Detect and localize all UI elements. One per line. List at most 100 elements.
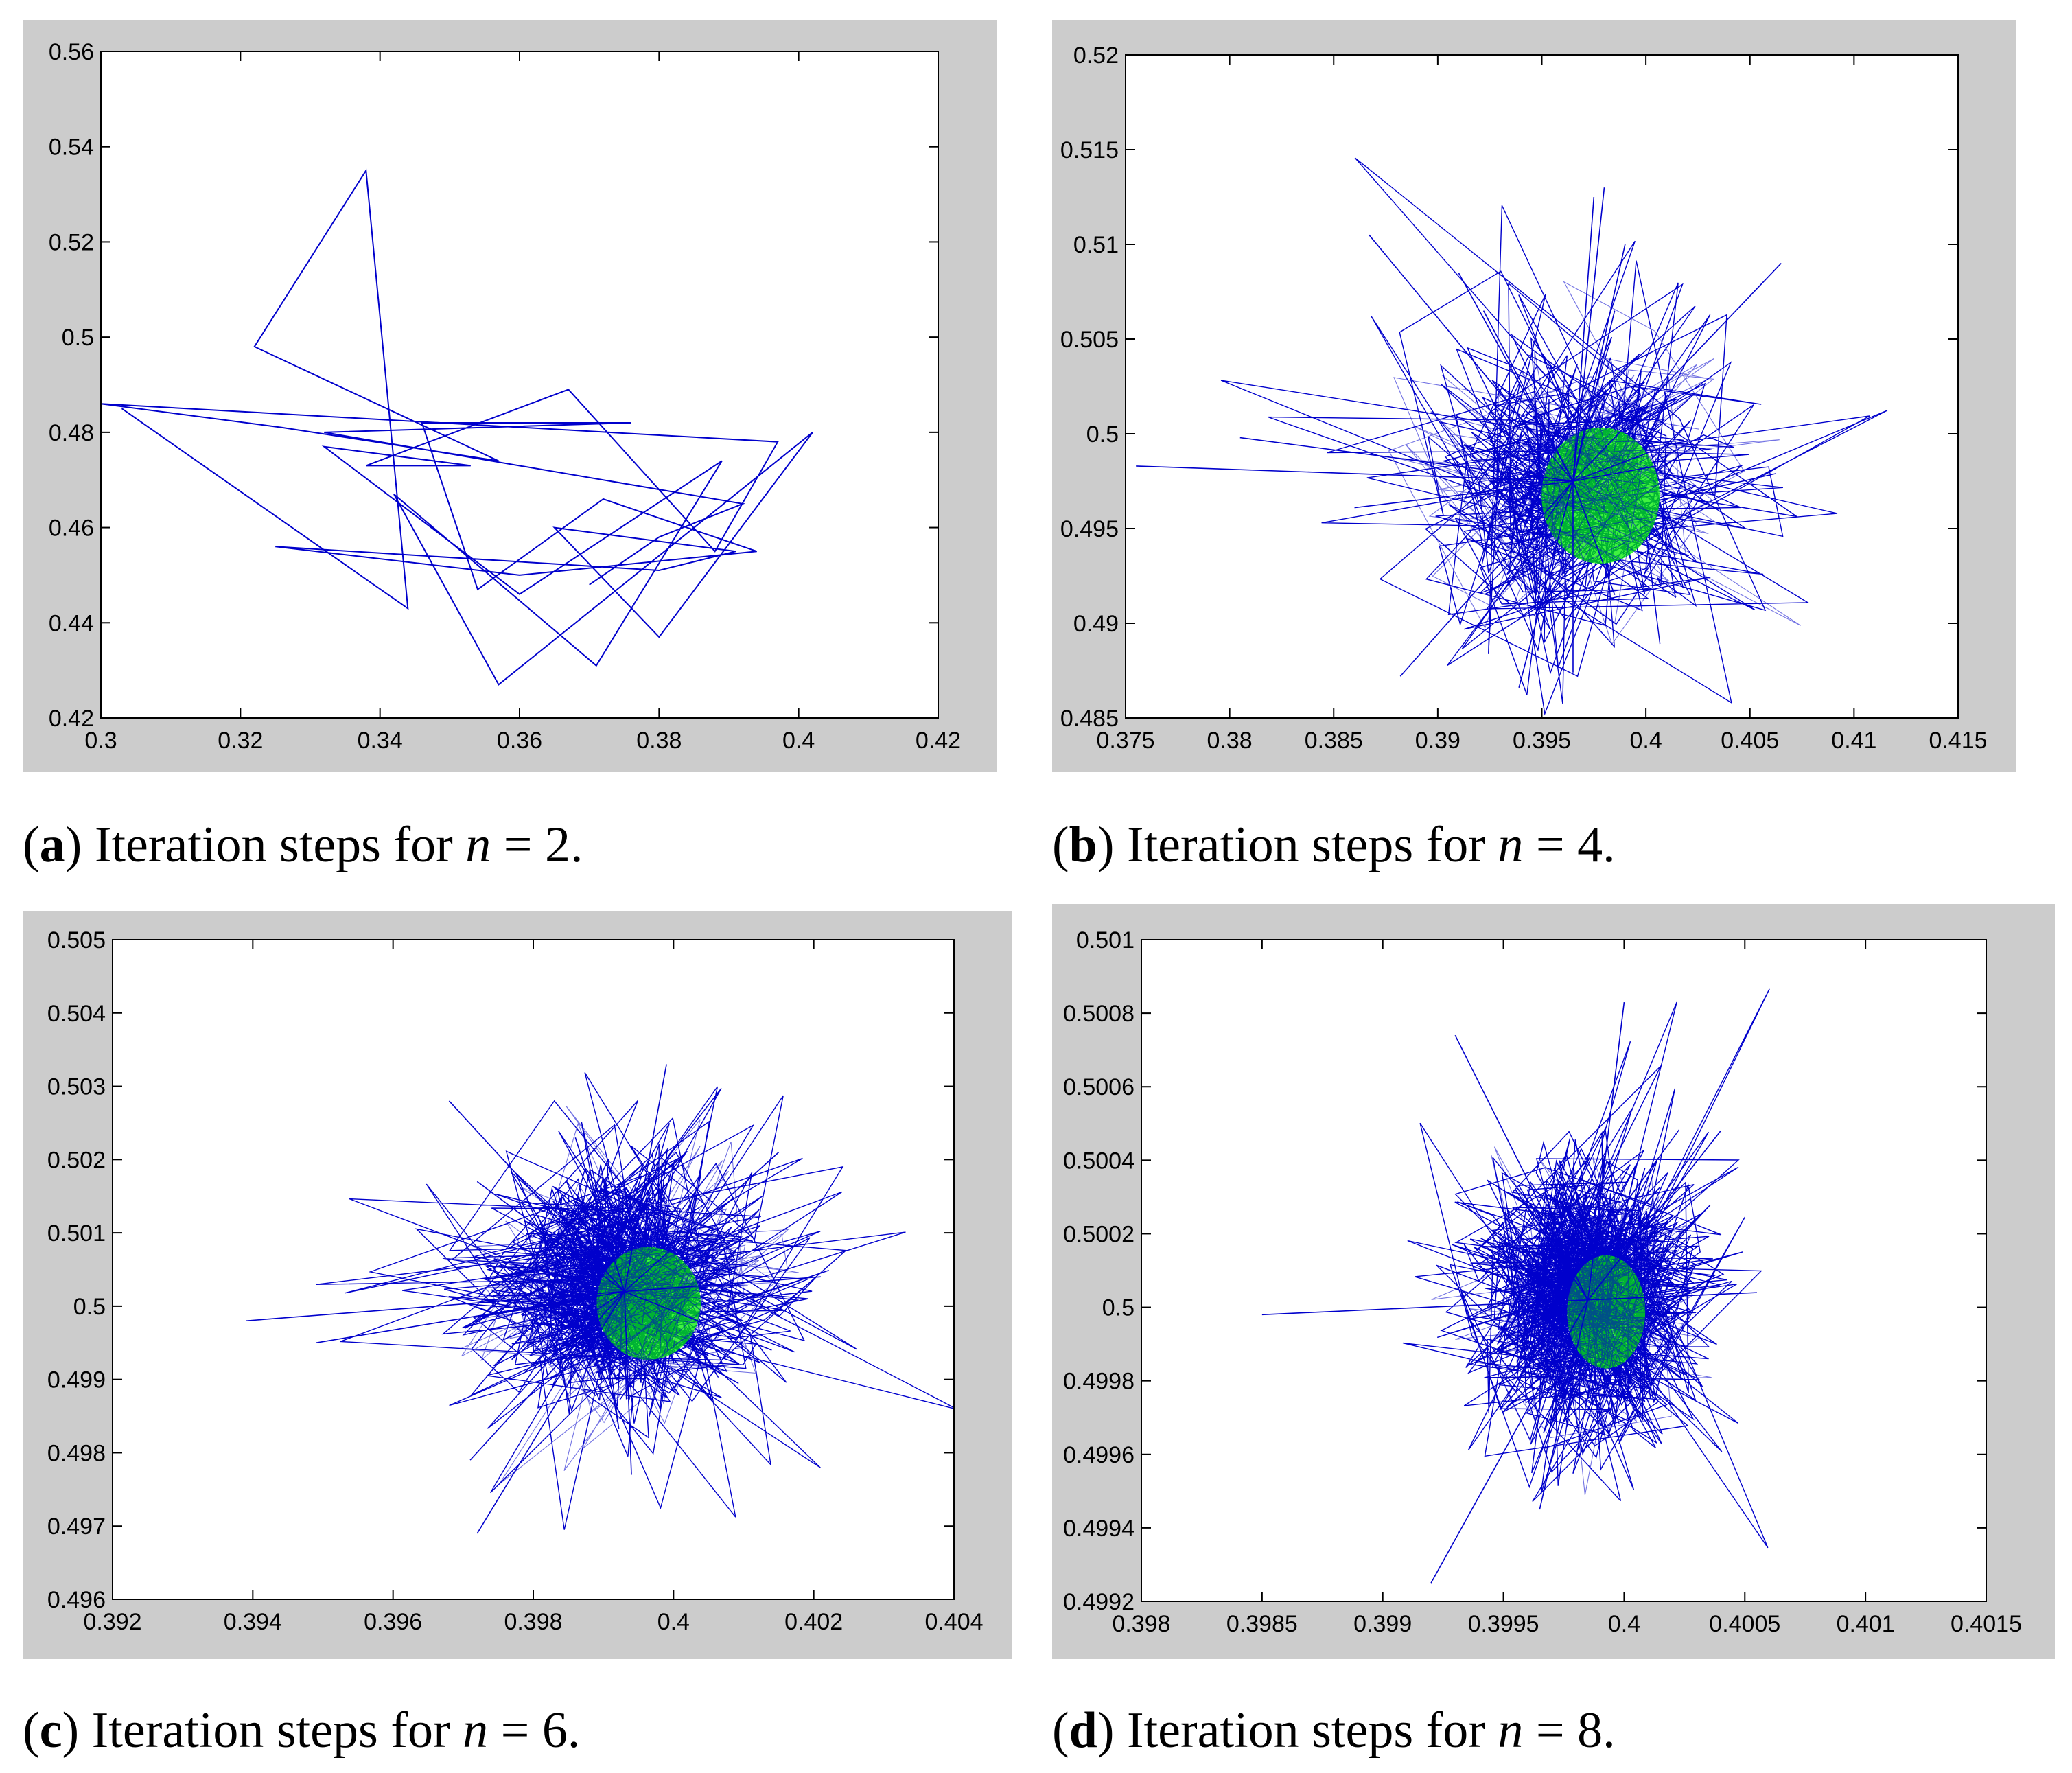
y-tick-label: 0.4998 bbox=[1063, 1369, 1134, 1395]
chart-b: 0.375 0.38 0.385 0.39 0.395 0.4 0.405 0.41 0.415… bbox=[1060, 43, 1988, 754]
y-tick-label: 0.5004 bbox=[1063, 1148, 1134, 1174]
outlier-spike bbox=[574, 1137, 625, 1292]
y-tick-label: 0.5 bbox=[62, 325, 94, 351]
outlier-spike bbox=[1454, 1034, 1589, 1301]
x-tick-label: 0.4 bbox=[657, 1609, 690, 1635]
x-tick-label: 0.404 bbox=[924, 1609, 983, 1635]
x-tick-label: 0.36 bbox=[497, 728, 542, 754]
x-tick-label: 0.398 bbox=[504, 1609, 562, 1635]
outlier-spike bbox=[1572, 480, 1616, 595]
outlier-spike bbox=[1518, 480, 1574, 688]
outlier-spike bbox=[1458, 273, 1574, 482]
y-tick-label: 0.56 bbox=[49, 39, 94, 65]
plot-data bbox=[1136, 157, 1888, 716]
caption-label: b bbox=[1069, 817, 1097, 873]
caption-text: Iteration steps for bbox=[1126, 1702, 1485, 1759]
outlier-spike bbox=[1572, 196, 1595, 482]
y-tick-label: 0.504 bbox=[47, 1001, 106, 1027]
x-tick-label: 0.42 bbox=[916, 728, 961, 754]
outlier-spike bbox=[1587, 1292, 1757, 1301]
x-tick-label: 0.4 bbox=[1629, 728, 1662, 754]
caption-c: (c) Iteration steps for n = 6. bbox=[23, 1702, 581, 1759]
y-tick-label: 0.5 bbox=[1086, 421, 1119, 448]
x-tick-label: 0.392 bbox=[83, 1609, 141, 1635]
outlier-spike bbox=[1572, 187, 1605, 482]
caption-d: (d) Iteration steps for n = 8. bbox=[1052, 1702, 1616, 1759]
figure-frame: 0.3 0.32 0.34 0.36 0.38 0.4 0.42 0.42 0.44 0.46 0.… bbox=[23, 20, 997, 772]
y-tick-label: 0.5006 bbox=[1063, 1074, 1134, 1100]
y-tick-label: 0.515 bbox=[1060, 137, 1119, 163]
outlier-spike bbox=[1572, 263, 1782, 482]
figure-frame: 0.398 0.3985 0.399 0.3995 0.4 0.4005 0.401 0.40… bbox=[1052, 904, 2055, 1659]
y-tick-label: 0.4992 bbox=[1063, 1589, 1134, 1615]
y-tick-label: 0.485 bbox=[1060, 706, 1119, 732]
plot-data bbox=[246, 1064, 954, 1534]
x-tick-label: 0.4015 bbox=[1951, 1611, 2022, 1637]
outlier-spike bbox=[568, 1290, 625, 1329]
y-tick-label: 0.5002 bbox=[1063, 1221, 1134, 1247]
outlier-spike bbox=[1572, 465, 1657, 482]
outlier-spike bbox=[1239, 437, 1574, 482]
series-line bbox=[101, 168, 813, 686]
y-tick-label: 0.499 bbox=[47, 1367, 106, 1393]
outlier-spike bbox=[1515, 1189, 1589, 1301]
y-tick-label: 0.4994 bbox=[1063, 1516, 1134, 1542]
y-tick-label: 0.49 bbox=[1073, 611, 1119, 637]
y-tick-label: 0.5 bbox=[1102, 1295, 1134, 1321]
y-tick-label: 0.505 bbox=[1060, 327, 1119, 353]
outlier-spike bbox=[1399, 480, 1574, 677]
caption-eq: = 8. bbox=[1535, 1702, 1616, 1759]
outlier-spike bbox=[1430, 1299, 1589, 1584]
x-tick-label: 0.401 bbox=[1837, 1611, 1895, 1637]
outlier-spike bbox=[448, 1100, 625, 1293]
outlier-spike bbox=[1261, 1299, 1588, 1316]
caption-var: n bbox=[465, 817, 491, 873]
caption-label: d bbox=[1069, 1702, 1097, 1759]
plot-data bbox=[1261, 988, 1770, 1584]
outlier-spike bbox=[316, 1290, 625, 1344]
x-tick-label: 0.32 bbox=[218, 728, 263, 754]
caption-a: (a) Iteration steps for n = 2. bbox=[23, 817, 583, 873]
iteration-cloud-overlay bbox=[458, 1106, 800, 1485]
x-tick-label: 0.405 bbox=[1721, 728, 1779, 754]
x-tick-label: 0.396 bbox=[364, 1609, 422, 1635]
x-tick-label: 0.4005 bbox=[1709, 1611, 1780, 1637]
x-tick-label: 0.399 bbox=[1353, 1611, 1412, 1637]
outlier-spike bbox=[1572, 244, 1626, 482]
y-tick-label: 0.498 bbox=[47, 1440, 106, 1466]
outlier-spike bbox=[1572, 443, 1673, 482]
x-tick-label: 0.38 bbox=[636, 728, 682, 754]
x-tick-label: 0.3985 bbox=[1226, 1611, 1298, 1637]
caption-eq: = 6. bbox=[500, 1702, 581, 1759]
outlier-spike bbox=[469, 1290, 625, 1461]
outlier-spike bbox=[1587, 1130, 1721, 1301]
x-tick-label: 0.3995 bbox=[1468, 1611, 1539, 1637]
caption-label: a bbox=[39, 817, 65, 873]
x-tick-label: 0.34 bbox=[358, 728, 403, 754]
y-tick-label: 0.48 bbox=[49, 420, 94, 446]
plot-data bbox=[101, 168, 813, 686]
iteration-cloud-overlay bbox=[1431, 1146, 1712, 1496]
outlier-spike bbox=[246, 1290, 625, 1322]
outlier-spike bbox=[1136, 465, 1574, 482]
x-tick-label: 0.4 bbox=[1608, 1611, 1640, 1637]
y-tick-label: 0.5008 bbox=[1063, 1001, 1134, 1027]
figure-frame: 0.392 0.394 0.396 0.398 0.4 0.402 0.404 0.496 0.… bbox=[23, 911, 1012, 1659]
caption-var: n bbox=[1498, 817, 1524, 873]
y-tick-label: 0.51 bbox=[1073, 232, 1119, 258]
y-tick-label: 0.44 bbox=[49, 610, 94, 636]
caption-text: Iteration steps for bbox=[94, 817, 453, 873]
y-tick-label: 0.495 bbox=[1060, 516, 1119, 542]
y-tick-label: 0.52 bbox=[49, 229, 94, 255]
y-tick-label: 0.503 bbox=[47, 1074, 106, 1100]
chart-c: 0.392 0.394 0.396 0.398 0.4 0.402 0.404 0.496 0.… bbox=[47, 927, 983, 1635]
outlier-spike bbox=[1587, 1001, 1625, 1300]
outlier-spike bbox=[1369, 234, 1574, 482]
x-tick-label: 0.3 bbox=[84, 728, 117, 754]
caption-var: n bbox=[1498, 1702, 1524, 1759]
y-tick-label: 0.5 bbox=[73, 1294, 106, 1320]
caption-b: (b) Iteration steps for n = 4. bbox=[1052, 817, 1616, 873]
figure-frame: 0.375 0.38 0.385 0.39 0.395 0.4 0.405 0.41 0.415… bbox=[1052, 20, 2016, 772]
caption-label: c bbox=[39, 1702, 62, 1759]
y-tick-label: 0.497 bbox=[47, 1514, 106, 1540]
